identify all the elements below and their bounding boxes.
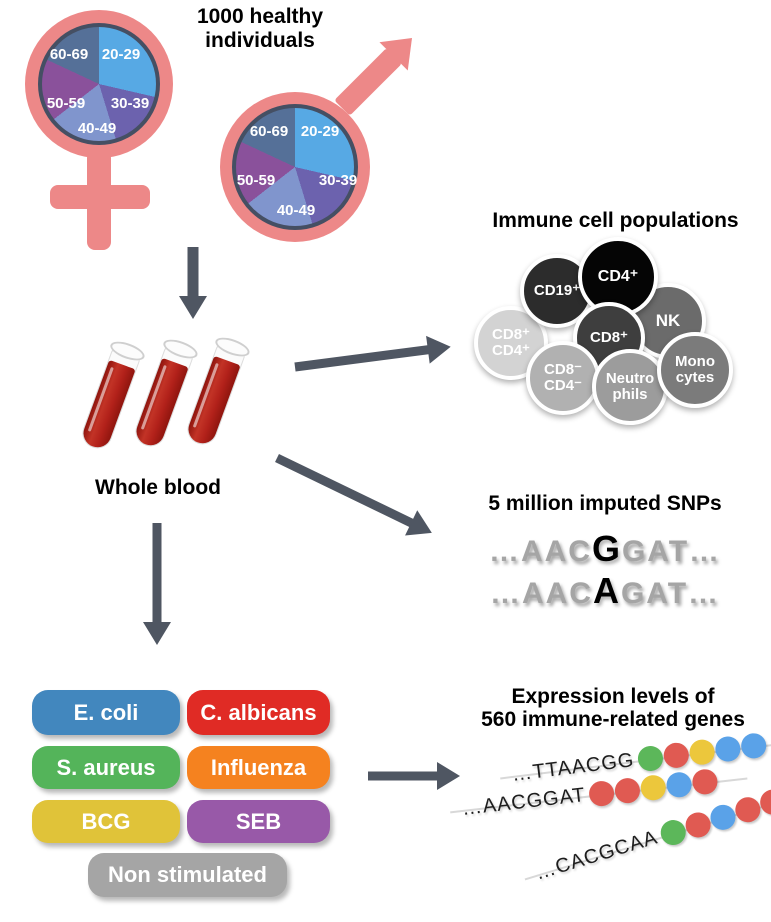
- expression-dot-green: [657, 816, 689, 849]
- cell-circle-monocytes: Mono cytes: [657, 332, 733, 408]
- stimulus-pill-bcg: BCG: [32, 800, 180, 843]
- tube-blood: [184, 355, 241, 448]
- expression-dot-blue: [714, 735, 742, 763]
- sequence-prefix: …AAC: [489, 577, 593, 610]
- snp-sequence-2: …AACAGAT…: [440, 570, 770, 612]
- pie-label-60-69: 60-69: [49, 46, 89, 63]
- cell-circle-cd8neg-cd4neg: CD8⁻ CD4⁻: [526, 341, 600, 415]
- arrow-shaft: [294, 344, 432, 372]
- arrow-blood-to-cells: [293, 332, 453, 381]
- pie-label-30-39: 30-39: [110, 95, 150, 112]
- sequence-prefix: …AAC: [488, 535, 592, 568]
- pie-label-40-49: 40-49: [276, 202, 316, 219]
- whole-blood-label: Whole blood: [95, 476, 221, 499]
- expression-dot-blue: [665, 770, 694, 799]
- stimulus-pill-saureus: S. aureus: [32, 746, 180, 789]
- expression-dots: [636, 731, 768, 773]
- expression-dot-yellow: [639, 773, 668, 802]
- expression-dot-yellow: [688, 738, 717, 767]
- male-symbol-arrow: [334, 47, 403, 116]
- cell-circle-neutrophils: Neutro phils: [592, 349, 668, 425]
- expression-dot-blue: [707, 801, 739, 833]
- pie-label-30-39: 30-39: [318, 172, 358, 189]
- arrow-shaft: [275, 453, 416, 529]
- female-symbol-crossbar: [50, 185, 150, 209]
- arrow-blood-to-stimuli: [143, 523, 171, 645]
- female-age-pie-chart: 20-29 30-39 40-49 50-59 60-69: [38, 23, 160, 145]
- sequence-suffix: GAT…: [621, 535, 722, 568]
- arrow-shaft: [152, 523, 162, 625]
- arrow-blood-to-snps: [271, 445, 438, 546]
- pie-label-20-29: 20-29: [101, 46, 141, 63]
- stimulus-pill-influenza: Influenza: [187, 746, 330, 789]
- snp-sequence-1: …AACGGAT…: [440, 528, 770, 570]
- arrow-cohort-to-blood: [179, 247, 207, 319]
- pie-label-20-29: 20-29: [300, 123, 340, 140]
- expression-dot-red: [588, 779, 616, 808]
- arrow-shaft: [187, 247, 199, 299]
- expression-title: Expression levels of 560 immune-related …: [481, 685, 745, 731]
- pie-label-40-49: 40-49: [77, 120, 117, 137]
- expression-dot-blue: [739, 731, 768, 760]
- pie-label-50-59: 50-59: [46, 95, 86, 112]
- snp-variant-letter: G: [591, 528, 622, 569]
- male-age-pie-chart: 20-29 30-39 40-49 50-59 60-69: [232, 104, 358, 230]
- expression-dot-red: [613, 776, 642, 805]
- stimulus-pill-nonstimulated: Non stimulated: [88, 853, 287, 897]
- arrow-head-icon: [143, 622, 171, 645]
- cohort-title: 1000 healthy individuals: [196, 5, 324, 52]
- gene-sequence: …AACGGAT: [460, 784, 587, 820]
- arrow-stimuli-to-expression: [368, 762, 460, 790]
- arrow-head-icon: [179, 296, 207, 319]
- stimulus-pill-calbicans: C. albicans: [187, 690, 330, 735]
- arrow-shaft: [368, 771, 440, 781]
- expression-dot-red: [732, 794, 764, 826]
- expression-dot-red: [662, 741, 691, 770]
- stimulus-pill-seb: SEB: [187, 800, 330, 843]
- female-symbol-ring: 20-29 30-39 40-49 50-59 60-69: [25, 10, 173, 158]
- arrow-head-icon: [426, 332, 453, 364]
- stimulus-pill-ecoli: E. coli: [32, 690, 180, 735]
- expression-dot-red: [691, 767, 720, 796]
- snp-variant-letter: A: [592, 570, 621, 611]
- arrow-head-icon: [437, 762, 460, 790]
- gene-sequence: …CACGCAA: [532, 826, 661, 885]
- snps-title: 5 million imputed SNPs: [488, 492, 722, 515]
- immune-cells-title: Immune cell populations: [492, 209, 739, 232]
- pie-label-60-69: 60-69: [249, 123, 289, 140]
- expression-dot-red: [682, 809, 714, 841]
- sequence-suffix: GAT…: [620, 577, 721, 610]
- tube-blood: [79, 359, 136, 452]
- male-symbol-ring: 20-29 30-39 40-49 50-59 60-69: [220, 92, 370, 242]
- expression-dot-green: [636, 744, 665, 773]
- arrow-head-icon: [405, 510, 438, 546]
- pie-label-50-59: 50-59: [236, 172, 276, 189]
